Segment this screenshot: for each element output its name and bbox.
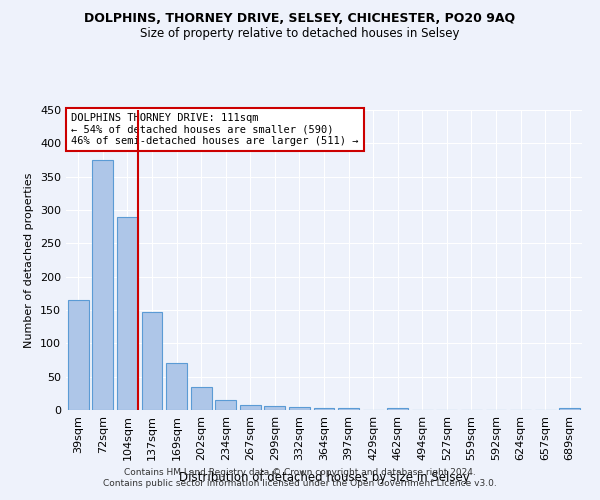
Bar (92, 160, 113, 410)
X-axis label: Distribution of detached houses by size in Selsey: Distribution of detached houses by size … (179, 471, 469, 484)
Bar (191, 388, 212, 410)
Bar (314, 408, 334, 410)
Bar (142, 312, 163, 410)
Bar (289, 408, 310, 410)
Bar (240, 404, 261, 410)
Text: Contains HM Land Registry data © Crown copyright and database right 2024.
Contai: Contains HM Land Registry data © Crown c… (103, 468, 497, 487)
Bar (215, 400, 236, 410)
Bar (117, 216, 138, 410)
Text: DOLPHINS THORNEY DRIVE: 111sqm
← 54% of detached houses are smaller (590)
46% of: DOLPHINS THORNEY DRIVE: 111sqm ← 54% of … (71, 113, 359, 146)
Text: DOLPHINS, THORNEY DRIVE, SELSEY, CHICHESTER, PO20 9AQ: DOLPHINS, THORNEY DRIVE, SELSEY, CHICHES… (85, 12, 515, 26)
Y-axis label: Number of detached properties: Number of detached properties (25, 172, 34, 348)
Bar (387, 408, 408, 410)
Bar (68, 300, 89, 410)
Bar (166, 364, 187, 410)
Bar (338, 408, 359, 410)
Bar (559, 408, 580, 410)
Text: Size of property relative to detached houses in Selsey: Size of property relative to detached ho… (140, 28, 460, 40)
Bar (265, 406, 286, 410)
